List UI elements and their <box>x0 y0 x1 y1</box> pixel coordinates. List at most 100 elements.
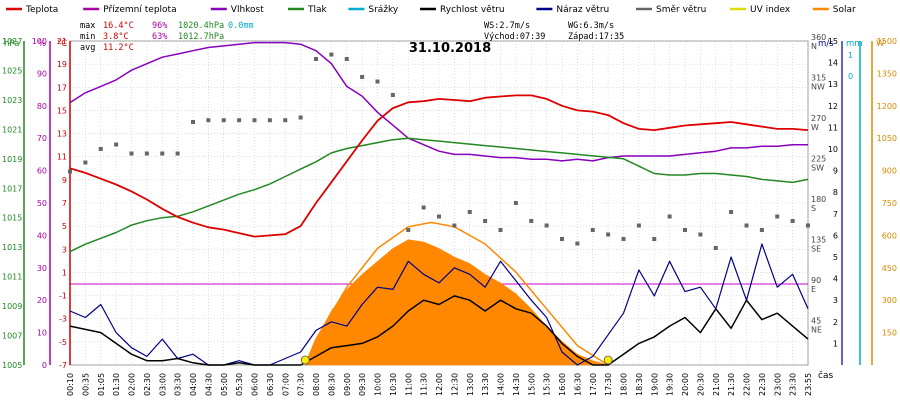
wind-direction-point <box>98 147 103 151</box>
stat-value: max <box>80 21 95 31</box>
stat-value: 3.8°C <box>103 32 129 42</box>
wind-direction-point <box>221 118 226 123</box>
direction-tick: 225 <box>811 155 826 164</box>
wind-direction-point <box>683 228 687 232</box>
time-tick: 12:30 <box>450 373 459 396</box>
stat-value: 96% <box>152 21 167 31</box>
wind-direction-point <box>529 219 534 223</box>
time-tick: 03:30 <box>174 373 183 396</box>
direction-cardinal: SE <box>811 245 821 254</box>
wind-direction-point <box>544 223 549 228</box>
time-tick: 02:00 <box>128 373 137 396</box>
direction-cardinal: NE <box>811 326 822 335</box>
direction-tick: 360 <box>811 33 826 42</box>
pressure-tick: 1015 <box>2 214 22 223</box>
stat-value: avg <box>80 43 95 53</box>
time-tick: 19:00 <box>650 373 659 396</box>
sun-marker <box>603 355 613 365</box>
wind-direction-point <box>621 237 626 241</box>
rain-tick: 0 <box>848 72 853 81</box>
time-tick: 14:30 <box>512 373 521 396</box>
wind-direction-point <box>160 151 165 156</box>
stat-value: 16.4°C <box>103 21 134 31</box>
right-axes: m/s mm W360N315NW270W225SW180S135SE90E45NE… <box>811 33 897 365</box>
direction-cardinal: N <box>811 42 817 51</box>
direction-tick: 180 <box>811 195 826 204</box>
pressure-tick: 1009 <box>2 302 22 311</box>
stat-value: 0.0mm <box>228 21 254 31</box>
solar-tick: 1500 <box>877 37 897 46</box>
legend-entry: Rychlost větru <box>440 5 505 15</box>
time-tick: 11:30 <box>420 373 429 396</box>
direction-tick: 45 <box>811 317 821 326</box>
time-tick: 03:00 <box>158 373 167 396</box>
left-axis-unit: hPa <box>4 39 19 49</box>
wind-direction-point <box>467 210 472 214</box>
wind-direction-point <box>283 118 288 123</box>
time-tick: 09:30 <box>358 373 367 396</box>
humidity-tick: 70 <box>37 134 47 143</box>
humidity-tick: 30 <box>37 264 47 273</box>
legend-entry: Solar <box>833 5 856 15</box>
wind-direction-point <box>344 57 349 61</box>
wind-direction-point <box>560 237 564 241</box>
wind-direction-point <box>437 214 441 219</box>
solar-tick: 1200 <box>877 102 897 111</box>
pressure-tick: 1005 <box>2 361 22 370</box>
right-axis-unit: mm <box>846 39 863 49</box>
left-axis-unit: % <box>38 39 46 49</box>
time-tick: 21:30 <box>727 373 736 396</box>
stat-value: 63% <box>152 32 167 42</box>
pressure-tick: 1007 <box>2 332 22 341</box>
wind-direction-point <box>298 115 303 120</box>
wind-tick: 1 <box>833 339 838 348</box>
time-tick: 05:30 <box>235 373 244 396</box>
time-tick: 15:00 <box>527 373 536 396</box>
temperature-tick: -1 <box>59 292 67 301</box>
temperature-tick: 5 <box>62 222 67 231</box>
humidity-tick: 10 <box>37 329 47 338</box>
wind-direction-point <box>729 210 734 214</box>
time-tick: 00:35 <box>81 373 90 396</box>
wind-direction-point <box>606 232 611 237</box>
x-axis-label: čas <box>818 370 833 381</box>
pressure-tick: 1023 <box>2 96 22 105</box>
direction-cardinal: E <box>811 285 816 294</box>
wind-speed-line <box>69 295 809 366</box>
wind-tick: 11 <box>828 123 838 132</box>
wind-tick: 14 <box>828 59 838 68</box>
legend: Teplota Přízemní teplota Vlhkost Tlak Srážky… <box>6 5 856 15</box>
direction-tick: 135 <box>811 236 826 245</box>
humidity-tick: 100 <box>32 37 47 46</box>
time-tick: 08:00 <box>312 373 321 396</box>
humidity-tick: 0 <box>42 361 47 370</box>
time-axis: 00:10 00:35 01:05 01:30 02:00 02:30 03:00 03:30… <box>66 373 813 396</box>
solar-theory-line <box>304 221 609 366</box>
wind-direction-point <box>421 205 426 210</box>
temperature-tick: -5 <box>59 338 67 347</box>
pressure-tick: 1021 <box>2 125 22 134</box>
direction-cardinal: W <box>811 123 819 132</box>
solar-tick: 600 <box>882 231 897 240</box>
temperature-tick: 1 <box>62 268 67 277</box>
wind-direction-point <box>759 228 764 232</box>
legend-entry: Přízemní teplota <box>103 5 176 15</box>
wind-direction-point <box>267 118 272 123</box>
temperature-tick: 17 <box>57 83 67 92</box>
humidity-tick: 40 <box>37 231 47 240</box>
time-tick: 20:30 <box>696 373 705 396</box>
direction-tick: 315 <box>811 74 826 83</box>
wind-gust-line <box>69 243 809 366</box>
temperature-line <box>69 94 809 238</box>
pressure-tick: 1013 <box>2 243 22 252</box>
sun-marker <box>300 355 310 365</box>
time-tick: 18:00 <box>620 373 629 396</box>
humidity-tick: 80 <box>37 102 47 111</box>
temperature-tick: -3 <box>59 315 67 324</box>
time-tick: 22:30 <box>758 373 767 396</box>
wind-direction-point <box>636 223 641 228</box>
time-tick: 13:30 <box>481 373 490 396</box>
time-tick: 09:00 <box>343 373 352 396</box>
